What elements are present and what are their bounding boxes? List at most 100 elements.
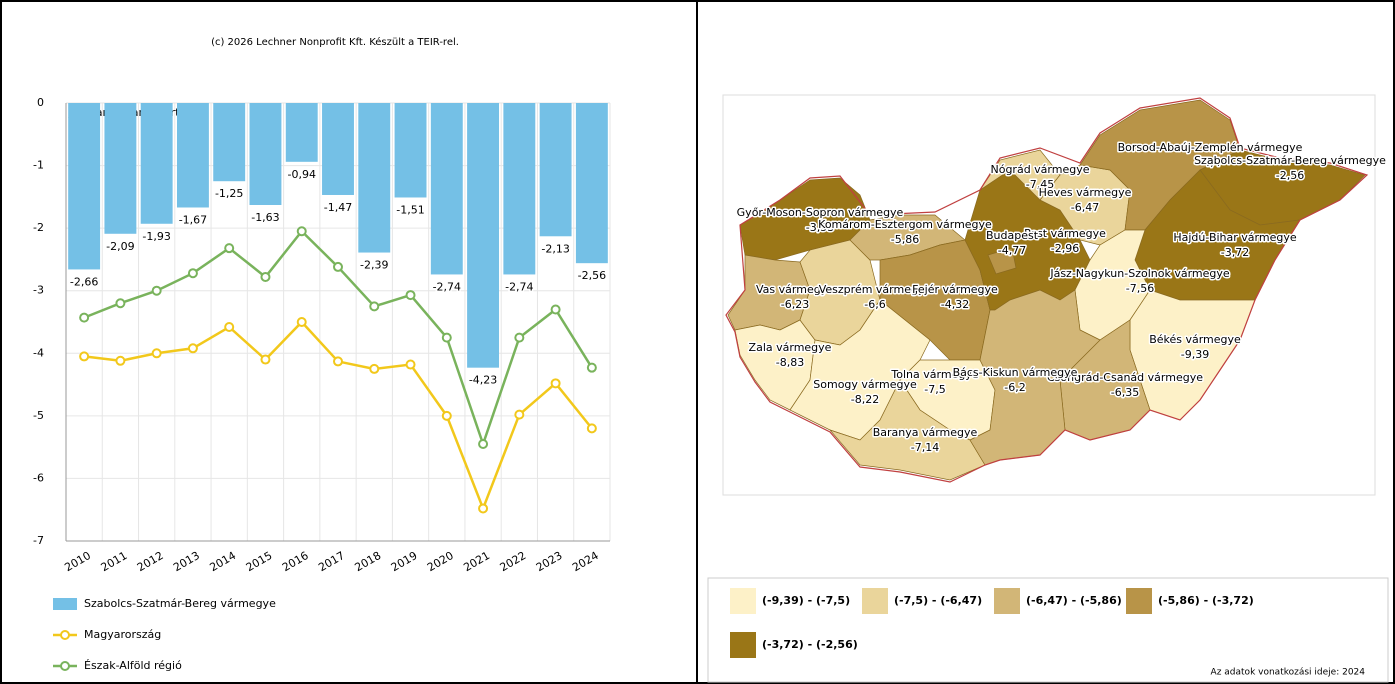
bar-label: -2,39 <box>360 259 388 272</box>
line-marker <box>514 332 525 343</box>
bar <box>285 103 318 162</box>
line-marker <box>478 503 489 514</box>
line-marker <box>550 378 561 389</box>
line-marker <box>514 409 525 420</box>
line-marker <box>260 354 271 365</box>
bar <box>467 103 500 368</box>
x-tick-label: 2019 <box>389 549 420 574</box>
region-name: Győr-Moson-Sopron vármegye <box>737 206 904 219</box>
bar-label: -0,94 <box>287 168 315 181</box>
x-tick-label: 2011 <box>99 549 130 574</box>
line-marker <box>586 423 597 434</box>
y-tick-label: 0 <box>37 96 44 109</box>
region-name: Békés vármegye <box>1149 333 1241 346</box>
line-marker <box>369 363 380 374</box>
legend-label: Szabolcs-Szatmár-Bereg vármegye <box>84 597 276 610</box>
region-name: Tolna vármegye <box>890 368 978 381</box>
line-marker <box>478 439 489 450</box>
line-marker <box>187 343 198 354</box>
region-name: Fejér vármegye <box>912 283 998 296</box>
bar <box>176 103 209 208</box>
bar <box>249 103 282 205</box>
line-marker <box>224 322 235 333</box>
region-value: -6,6 <box>864 298 885 311</box>
region-value: -7,45 <box>1026 178 1054 191</box>
x-tick-label: 2022 <box>498 549 529 574</box>
region-value: -3,72 <box>1221 246 1249 259</box>
legend-swatch <box>730 632 756 658</box>
region-name: Komárom-Esztergom vármegye <box>818 218 992 231</box>
legend-label: (-7,5) - (-6,47) <box>894 594 982 607</box>
region-name: Pest vármegye <box>1024 227 1106 240</box>
line-marker <box>550 304 561 315</box>
y-tick-label: -4 <box>33 346 44 359</box>
line-marker <box>369 301 380 312</box>
line-marker <box>115 298 126 309</box>
y-tick-label: -2 <box>33 221 44 234</box>
bar-label: -1,67 <box>179 213 207 226</box>
region-value: -8,83 <box>776 356 804 369</box>
x-tick-label: 2015 <box>244 549 275 574</box>
x-tick-label: 2016 <box>280 549 311 574</box>
line-marker <box>333 261 343 272</box>
region-name: Zala vármegye <box>749 341 832 354</box>
y-tick-label: -1 <box>33 159 44 172</box>
region-name: Baranya vármegye <box>873 426 978 439</box>
bar-label: -2,09 <box>106 240 134 253</box>
line-marker <box>115 355 126 366</box>
y-tick-label: -7 <box>33 534 44 547</box>
bar <box>503 103 536 275</box>
credit: (c) 2026 Lechner Nonprofit Kft. Készült … <box>211 36 459 48</box>
line-marker <box>151 348 162 359</box>
legend-label: Magyarország <box>84 628 161 641</box>
bar-label: -1,63 <box>251 211 279 224</box>
bar <box>430 103 463 275</box>
region-value: -4,32 <box>941 298 969 311</box>
region-name: Budapest <box>986 229 1039 242</box>
bar-label: -2,74 <box>505 280 533 293</box>
bar <box>322 103 354 195</box>
legend-marker <box>60 661 70 671</box>
region-value: -4,77 <box>998 244 1026 257</box>
legend-swatch <box>1126 588 1152 614</box>
bar <box>394 103 427 198</box>
region-value: -2,96 <box>1051 242 1079 255</box>
legend-label: (-3,72) - (-2,56) <box>762 638 858 651</box>
line-marker <box>405 359 416 370</box>
region-value: -8,22 <box>851 393 879 406</box>
legend-label: (-9,39) - (-7,5) <box>762 594 850 607</box>
bar-label: -2,66 <box>70 275 98 288</box>
x-tick-label: 2013 <box>171 549 202 574</box>
bar-label: -1,93 <box>142 230 170 243</box>
legend-swatch <box>53 598 77 610</box>
map-note: Az adatok vonatkozási ideje: 2024 <box>1211 668 1366 678</box>
region-name: Borsod-Abaúj-Zemplén vármegye <box>1118 141 1303 154</box>
region-value: -7,5 <box>924 383 945 396</box>
region-name: Veszprém vármegye <box>819 283 932 296</box>
region-name: Vas vármegye <box>756 283 834 296</box>
legend-label: (-6,47) - (-5,86) <box>1026 594 1122 607</box>
region-value: -3,53 <box>806 221 834 234</box>
line-marker <box>296 226 307 237</box>
region-name: Jász-Nagykun-Szolnok vármegye <box>1049 267 1230 280</box>
region-value: -6,35 <box>1111 386 1139 399</box>
legend-label: Észak-Alföld régió <box>84 659 182 672</box>
line-marker <box>224 243 235 254</box>
line-marker <box>441 410 452 421</box>
y-tick-label: -6 <box>33 471 44 484</box>
map: Győr-Moson-Sopron vármegye -3,53 Vas várme… <box>725 97 1388 483</box>
x-tick-label: 2021 <box>461 549 492 574</box>
bar <box>358 103 391 253</box>
bar-label: -2,56 <box>578 269 606 282</box>
line-marker <box>79 351 90 362</box>
x-tick-label: 2023 <box>534 549 565 574</box>
region <box>828 379 986 481</box>
region-value: -9,39 <box>1181 348 1209 361</box>
bar-label: -4,23 <box>469 374 497 387</box>
region-value: -6,23 <box>781 298 809 311</box>
legend-swatch <box>730 588 756 614</box>
bar <box>213 103 246 182</box>
region-value: -7,56 <box>1126 282 1154 295</box>
line-marker <box>405 290 416 301</box>
